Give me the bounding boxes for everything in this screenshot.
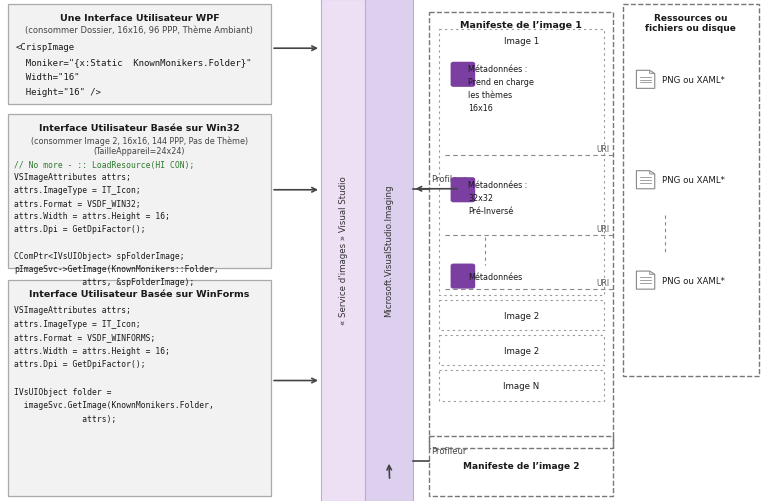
Bar	[439, 30, 604, 296]
Text: PNG ou XAML*: PNG ou XAML*	[662, 76, 725, 85]
Text: 16x16: 16x16	[468, 104, 493, 113]
Bar	[8, 5, 271, 105]
Text: pImageSvc->GetImage(KnownMonikers::Folder,: pImageSvc->GetImage(KnownMonikers::Folde…	[14, 264, 219, 273]
Text: Métadonnées :: Métadonnées :	[468, 65, 528, 74]
Text: // No more - :: LoadResource(HI CON);: // No more - :: LoadResource(HI CON);	[14, 160, 194, 169]
Text: Image 1: Image 1	[503, 37, 539, 46]
Text: URI: URI	[597, 144, 610, 153]
Text: Prend en charge: Prend en charge	[468, 78, 534, 87]
Bar	[365, 0, 413, 501]
Text: URI: URI	[597, 224, 610, 233]
Bar	[8, 115, 271, 268]
Text: Métadonnées: Métadonnées	[468, 273, 523, 282]
Polygon shape	[649, 272, 655, 275]
Text: les thèmes: les thèmes	[468, 91, 513, 100]
Text: Width="16": Width="16"	[15, 73, 79, 82]
Text: attrs.ImageType = IT_Icon;: attrs.ImageType = IT_Icon;	[14, 319, 141, 328]
Text: Image N: Image N	[503, 381, 539, 390]
FancyBboxPatch shape	[451, 264, 475, 289]
Text: Interface Utilisateur Basée sur WinForms: Interface Utilisateur Basée sur WinForms	[29, 290, 250, 299]
Polygon shape	[649, 171, 655, 175]
Text: attrs);: attrs);	[14, 414, 116, 423]
Text: Image 2: Image 2	[503, 311, 539, 320]
Text: (TailleAppareil=24x24): (TailleAppareil=24x24)	[94, 146, 185, 155]
Text: attrs.Width = attrs.Height = 16;: attrs.Width = attrs.Height = 16;	[14, 212, 170, 221]
Bar	[439, 371, 604, 401]
Text: Profileur: Profileur	[431, 174, 466, 183]
Text: Interface Utilisateur Basée sur Win32: Interface Utilisateur Basée sur Win32	[39, 124, 240, 133]
Text: VSImageAttributes attrs;: VSImageAttributes attrs;	[14, 173, 131, 182]
Text: PNG ou XAML*: PNG ou XAML*	[662, 176, 725, 185]
Text: URI: URI	[597, 278, 610, 287]
FancyBboxPatch shape	[451, 63, 475, 88]
Text: Une Interface Utilisateur WPF: Une Interface Utilisateur WPF	[60, 14, 219, 23]
Text: Moniker="{x:Static  KnownMonikers.Folder}": Moniker="{x:Static KnownMonikers.Folder}…	[15, 58, 252, 67]
Text: « Service d'images » Visual Studio: « Service d'images » Visual Studio	[338, 176, 348, 325]
Text: attrs.Width = attrs.Height = 16;: attrs.Width = attrs.Height = 16;	[14, 346, 170, 355]
Text: attrs.Format = VSDF_WINFORMS;: attrs.Format = VSDF_WINFORMS;	[14, 333, 155, 342]
Bar	[439, 301, 604, 331]
Text: Manifeste de l’image 2: Manifeste de l’image 2	[463, 461, 579, 470]
Text: Pré-Inversé: Pré-Inversé	[468, 206, 513, 215]
Bar	[8, 281, 271, 496]
Text: CComPtr<IVsUIObject> spFolderImage;: CComPtr<IVsUIObject> spFolderImage;	[14, 251, 184, 260]
Polygon shape	[636, 71, 655, 89]
Text: Height="16" />: Height="16" />	[15, 88, 102, 97]
Text: attrs.Format = VSDF_WIN32;: attrs.Format = VSDF_WIN32;	[14, 199, 141, 208]
Text: attrs, &spFolderImage);: attrs, &spFolderImage);	[14, 277, 194, 286]
Text: attrs.ImageType = IT_Icon;: attrs.ImageType = IT_Icon;	[14, 186, 141, 195]
Text: attrs.Dpi = GetDpiFactor();: attrs.Dpi = GetDpiFactor();	[14, 360, 145, 369]
Text: Manifeste de l’image 1: Manifeste de l’image 1	[460, 21, 582, 30]
Text: Image 2: Image 2	[503, 346, 539, 355]
Bar	[429, 13, 613, 448]
Text: Profileur: Profileur	[431, 446, 466, 455]
Text: (consommer Dossier, 16x16, 96 PPP, Thème Ambiant): (consommer Dossier, 16x16, 96 PPP, Thème…	[25, 26, 254, 35]
Bar	[321, 0, 365, 501]
Text: IVsUIObject folder =: IVsUIObject folder =	[14, 387, 112, 396]
Polygon shape	[649, 71, 655, 75]
Text: 32x32: 32x32	[468, 193, 494, 202]
Bar	[439, 336, 604, 366]
Text: Microsoft.VisualStudio.Imaging: Microsoft.VisualStudio.Imaging	[384, 184, 393, 317]
Text: VSImageAttributes attrs;: VSImageAttributes attrs;	[14, 306, 131, 315]
Text: <CrispImage: <CrispImage	[15, 43, 74, 52]
Text: attrs.Dpi = GetDpiFactor();: attrs.Dpi = GetDpiFactor();	[14, 225, 145, 234]
Text: (consommer Image 2, 16x16, 144 PPP, Pas de Thème): (consommer Image 2, 16x16, 144 PPP, Pas …	[31, 136, 248, 146]
Text: Métadonnées :: Métadonnées :	[468, 180, 528, 189]
Text: imageSvc.GetImage(KnownMonikers.Folder,: imageSvc.GetImage(KnownMonikers.Folder,	[14, 400, 214, 409]
Polygon shape	[636, 171, 655, 189]
Bar	[429, 436, 613, 496]
Text: Ressources ou
fichiers ou disque: Ressources ou fichiers ou disque	[646, 14, 736, 34]
Text: PNG ou XAML*: PNG ou XAML*	[662, 276, 725, 285]
Bar	[623, 5, 759, 376]
FancyBboxPatch shape	[451, 178, 475, 203]
Polygon shape	[636, 272, 655, 290]
